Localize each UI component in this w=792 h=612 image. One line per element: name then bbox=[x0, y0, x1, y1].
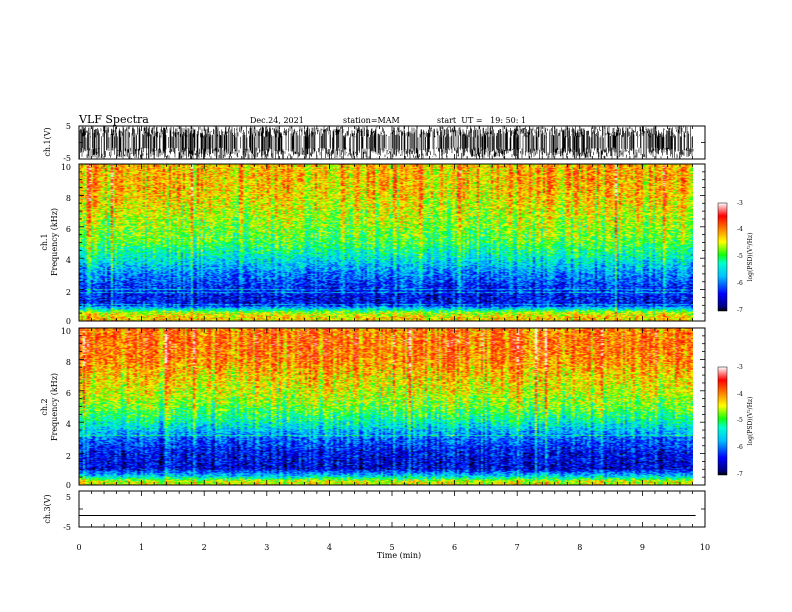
cb2-label: log(PSD)(V²/Hz) bbox=[747, 397, 754, 446]
xtick-label-7: 7 bbox=[515, 543, 520, 552]
ch2-spec-ylabel-line1: ch.2 bbox=[40, 398, 49, 415]
ch1-waveform-trace bbox=[78, 126, 694, 159]
xtick-label-10: 10 bbox=[700, 543, 710, 552]
ch1-spec-ytick-2: 2 bbox=[66, 288, 71, 297]
start-ut-label: start UT = 19: 50: 1 bbox=[437, 116, 526, 125]
xtick-label-5: 5 bbox=[389, 543, 394, 552]
ch1-ytick-bottom: -5 bbox=[63, 154, 71, 163]
figure-title: VLF Spectra bbox=[78, 113, 149, 126]
ch1-ytick-top: 5 bbox=[66, 122, 71, 131]
xtick-label-9: 9 bbox=[640, 543, 645, 552]
cb1-tick-m7: -7 bbox=[737, 307, 743, 314]
cb1-label: log(PSD)(V²/Hz) bbox=[747, 233, 754, 282]
ch2-spec-ytick-2: 2 bbox=[66, 452, 71, 461]
date-label: Dec.24, 2021 bbox=[250, 116, 304, 125]
ch1-spectrogram-image bbox=[79, 164, 693, 321]
ch3-waveform-frame bbox=[78, 490, 706, 528]
cb1-tick-m4: -4 bbox=[737, 226, 743, 233]
cb2-tick-m7: -7 bbox=[737, 471, 743, 478]
ch1-colorbar: -3 -4 -5 -6 -7 log(PSD)(V²/Hz) bbox=[717, 200, 754, 314]
xtick-label-4: 4 bbox=[327, 543, 332, 552]
ch1-spec-ytick-10: 10 bbox=[61, 163, 71, 172]
ch1-waveform-panel: 5 -5 ch.1(V) bbox=[43, 122, 706, 163]
xtick-label-0: 0 bbox=[76, 543, 81, 552]
ch3-ytick-bottom: -5 bbox=[63, 523, 71, 532]
ch2-spec-ytick-8: 8 bbox=[66, 358, 71, 367]
xtick-label-8: 8 bbox=[577, 543, 582, 552]
ch2-spec-ytick-4: 4 bbox=[66, 420, 71, 429]
ch1-spectrogram-panel: 0 2 4 6 8 10 ch.1 Frequency (kHz) bbox=[40, 163, 706, 326]
ch1-spec-ytick-4: 4 bbox=[66, 256, 71, 265]
x-axis-ticks bbox=[78, 125, 706, 528]
ch2-colorbar: -3 -4 -5 -6 -7 log(PSD)(V²/Hz) bbox=[717, 364, 754, 478]
ch2-spectrogram-panel: 0 2 4 6 8 10 ch.2 Frequency (kHz) bbox=[40, 327, 706, 490]
cb1-tick-m5: -5 bbox=[737, 253, 743, 260]
ch2-spec-ytick-0: 0 bbox=[66, 481, 71, 490]
station-label: station=MAM bbox=[343, 116, 400, 125]
ch3-ytick-top: 5 bbox=[66, 493, 71, 502]
xtick-label-6: 6 bbox=[452, 543, 457, 552]
cb2-tick-m5: -5 bbox=[737, 417, 743, 424]
xtick-label-3: 3 bbox=[264, 543, 269, 552]
cb1-tick-m3: -3 bbox=[737, 200, 743, 207]
xtick-label-1: 1 bbox=[139, 543, 144, 552]
ch2-spec-ylabel-line2: Frequency (kHz) bbox=[50, 373, 59, 441]
cb2-tick-m4: -4 bbox=[737, 391, 743, 398]
cb2-tick-m6: -6 bbox=[737, 444, 743, 451]
ch2-colorbar-gradient bbox=[717, 366, 728, 476]
ch1-waveform-ylabel: ch.1(V) bbox=[43, 127, 52, 156]
ch1-spec-ytick-6: 6 bbox=[66, 225, 71, 234]
ch2-spec-ytick-10: 10 bbox=[61, 327, 71, 336]
ch1-waveform-path bbox=[78, 126, 694, 159]
ch2-spec-ytick-6: 6 bbox=[66, 389, 71, 398]
ch3-waveform-panel: 5 -5 ch.3(V) bbox=[43, 490, 706, 532]
ch1-spec-ytick-0: 0 bbox=[66, 317, 71, 326]
x-axis-label: Time (min) bbox=[377, 551, 421, 560]
ch3-waveform-ylabel: ch.3(V) bbox=[43, 494, 52, 523]
ch1-spec-ytick-8: 8 bbox=[66, 194, 71, 203]
x-axis-tick-labels: 0 1 2 3 4 5 6 7 8 9 10 bbox=[76, 543, 710, 552]
ch1-spec-ylabel-line1: ch.1 bbox=[40, 233, 49, 250]
ch1-spec-ylabel-line2: Frequency (kHz) bbox=[50, 208, 59, 276]
xtick-label-2: 2 bbox=[202, 543, 207, 552]
cb2-tick-m3: -3 bbox=[737, 364, 743, 371]
ch2-spectrogram-image bbox=[79, 328, 693, 485]
ch1-colorbar-gradient bbox=[717, 202, 728, 312]
cb1-tick-m6: -6 bbox=[737, 280, 743, 287]
